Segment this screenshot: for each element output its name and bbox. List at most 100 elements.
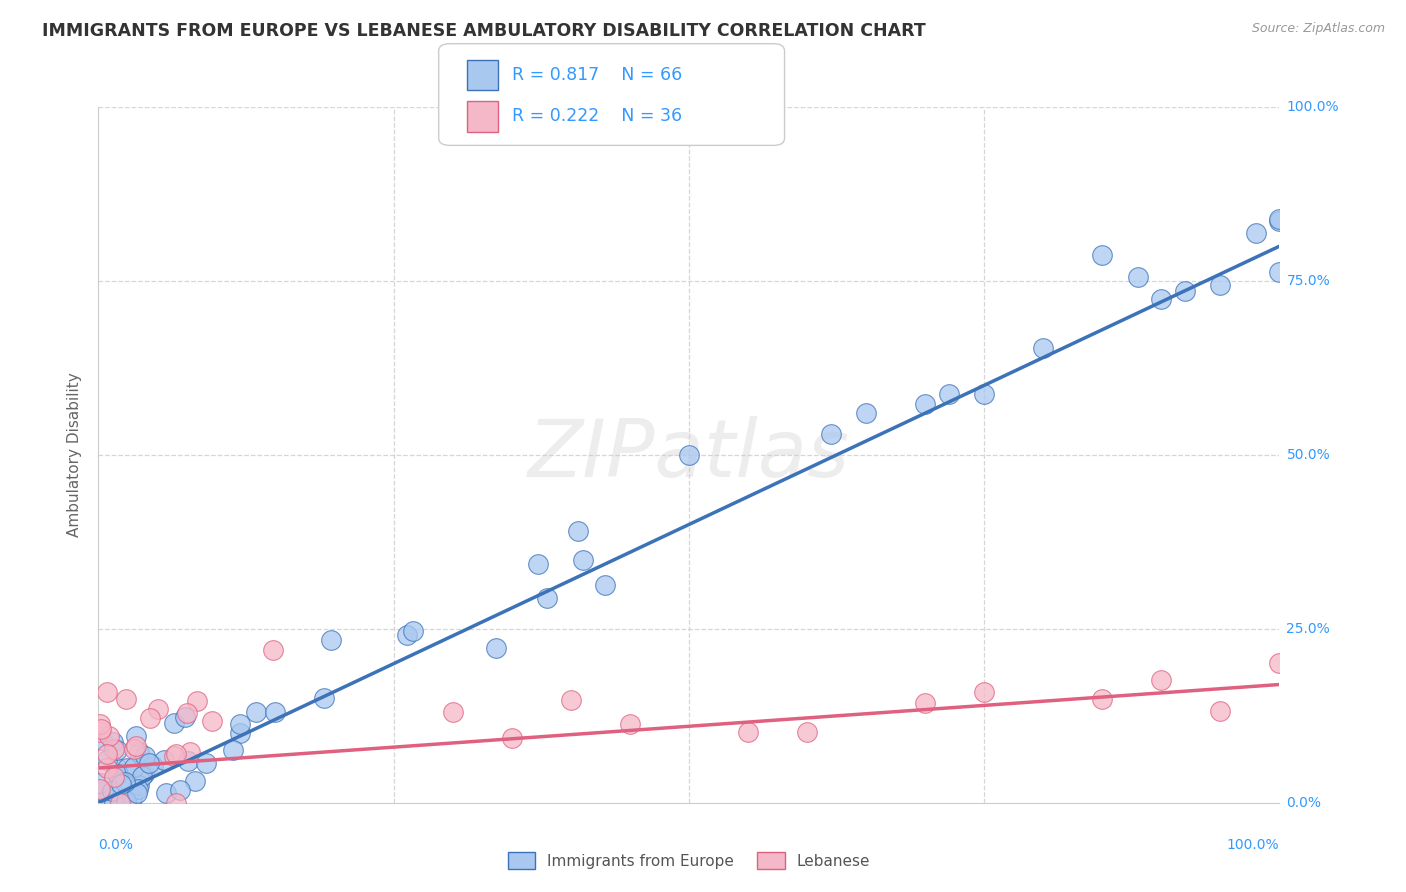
Point — [1174, 284, 1197, 298]
Point — [155, 786, 177, 800]
Point — [107, 743, 129, 757]
Point — [115, 760, 138, 774]
Text: IMMIGRANTS FROM EUROPE VS LEBANESE AMBULATORY DISABILITY CORRELATION CHART: IMMIGRANTS FROM EUROPE VS LEBANESE AMBUL… — [42, 22, 927, 40]
Point — [1244, 227, 1267, 241]
Point — [855, 406, 877, 420]
Point — [973, 386, 995, 401]
Point — [165, 747, 187, 762]
Point — [148, 702, 170, 716]
Point — [177, 754, 200, 768]
Point — [593, 578, 616, 592]
Point — [125, 786, 148, 800]
Point — [1268, 211, 1291, 226]
Point — [124, 742, 146, 756]
Point — [132, 767, 155, 781]
Point — [319, 633, 342, 648]
Point — [89, 725, 111, 739]
Point — [484, 640, 506, 655]
Text: 75.0%: 75.0% — [1286, 274, 1330, 288]
Point — [222, 742, 245, 756]
Text: 0.0%: 0.0% — [98, 838, 134, 853]
Point — [264, 705, 287, 719]
Point — [89, 717, 111, 731]
Y-axis label: Ambulatory Disability: Ambulatory Disability — [67, 373, 83, 537]
Point — [122, 760, 145, 774]
Point — [163, 748, 186, 763]
Point — [173, 710, 195, 724]
Point — [127, 781, 149, 796]
Point — [152, 753, 174, 767]
Point — [201, 714, 224, 728]
Point — [796, 724, 818, 739]
Point — [1268, 214, 1291, 228]
Point — [134, 749, 156, 764]
Point — [101, 783, 124, 797]
Point — [89, 781, 111, 796]
Point — [105, 761, 128, 775]
Point — [91, 796, 114, 810]
Point — [560, 693, 582, 707]
Point — [527, 558, 550, 572]
Point — [163, 715, 186, 730]
Point — [536, 591, 558, 605]
Point — [395, 627, 418, 641]
Point — [138, 756, 160, 770]
Point — [115, 794, 138, 808]
Point — [678, 448, 700, 462]
Point — [97, 729, 120, 743]
Point — [1150, 673, 1173, 687]
Point — [229, 726, 252, 740]
Point — [229, 717, 252, 731]
Point — [186, 694, 208, 708]
Text: 100.0%: 100.0% — [1286, 100, 1339, 114]
Point — [128, 778, 150, 792]
Point — [107, 766, 129, 780]
Point — [737, 725, 759, 739]
Point — [973, 685, 995, 699]
Point — [142, 759, 165, 773]
Point — [914, 696, 936, 710]
Point — [128, 745, 150, 759]
Point — [114, 775, 136, 789]
Point — [1268, 265, 1291, 279]
Point — [101, 735, 124, 749]
Point — [938, 387, 960, 401]
Point — [96, 761, 118, 775]
Text: 0.0%: 0.0% — [1286, 796, 1322, 810]
Point — [914, 397, 936, 411]
Point — [262, 643, 284, 657]
Point — [124, 729, 146, 743]
Point — [820, 426, 842, 441]
Point — [1032, 341, 1054, 355]
Point — [89, 776, 111, 790]
Point — [402, 624, 425, 639]
Point — [91, 783, 114, 797]
Point — [1091, 692, 1114, 706]
Text: R = 0.222    N = 36: R = 0.222 N = 36 — [512, 107, 682, 126]
Text: 100.0%: 100.0% — [1227, 838, 1279, 853]
Point — [245, 706, 267, 720]
Point — [1150, 292, 1173, 306]
Point — [572, 553, 595, 567]
Point — [90, 723, 112, 737]
Point — [96, 747, 118, 762]
Point — [567, 524, 589, 539]
Text: Source: ZipAtlas.com: Source: ZipAtlas.com — [1251, 22, 1385, 36]
Point — [1091, 248, 1114, 262]
Point — [131, 769, 153, 783]
Legend: Immigrants from Europe, Lebanese: Immigrants from Europe, Lebanese — [502, 847, 876, 875]
Point — [1268, 657, 1291, 671]
Point — [121, 791, 143, 805]
Point — [194, 756, 217, 770]
Point — [108, 796, 131, 810]
Point — [619, 717, 641, 731]
Point — [91, 733, 114, 747]
Point — [96, 685, 118, 699]
Point — [103, 796, 125, 810]
Point — [501, 731, 523, 745]
Point — [165, 796, 187, 810]
Point — [441, 705, 464, 719]
Point — [1126, 269, 1149, 284]
Point — [179, 745, 201, 759]
Point — [1209, 277, 1232, 292]
